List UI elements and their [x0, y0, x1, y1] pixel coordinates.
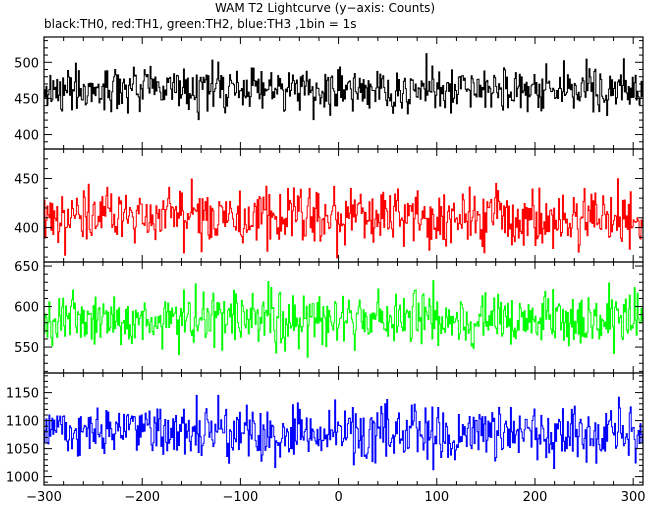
x-tick-label: 100: [424, 490, 449, 505]
x-tick-label: −200: [124, 490, 160, 505]
y-tick-label: 1100: [6, 415, 39, 430]
y-tick-label: 600: [14, 301, 39, 316]
panel-frame-4: [43, 372, 644, 486]
y-tick-label: 400: [14, 129, 39, 144]
x-tick-label: −100: [223, 490, 259, 505]
y-tick-label: 650: [14, 260, 39, 275]
y-tick-label: 450: [14, 92, 39, 107]
y-tick-label: 1150: [6, 387, 39, 402]
chart-subtitle: black:TH0, red:TH1, green:TH2, blue:TH3 …: [44, 17, 357, 31]
series-line-panel-1: [44, 53, 643, 121]
x-tick-label: 200: [523, 490, 548, 505]
x-tick-label: 0: [334, 490, 342, 505]
chart-title: WAM T2 Lightcurve (y−axis: Counts): [214, 1, 436, 15]
y-tick-label: 500: [14, 56, 39, 71]
y-tick-label: 450: [14, 172, 39, 187]
y-tick-label: 1000: [6, 471, 39, 486]
y-tick-label: 400: [14, 222, 39, 237]
series-line-panel-2: [44, 178, 643, 259]
series-line-panel-4: [44, 394, 643, 471]
x-tick-label: −300: [26, 490, 62, 505]
y-tick-label: 550: [14, 341, 39, 356]
x-tick-label: 300: [621, 490, 646, 505]
y-tick-label: 1050: [6, 443, 39, 458]
series-line-panel-3: [44, 280, 643, 358]
